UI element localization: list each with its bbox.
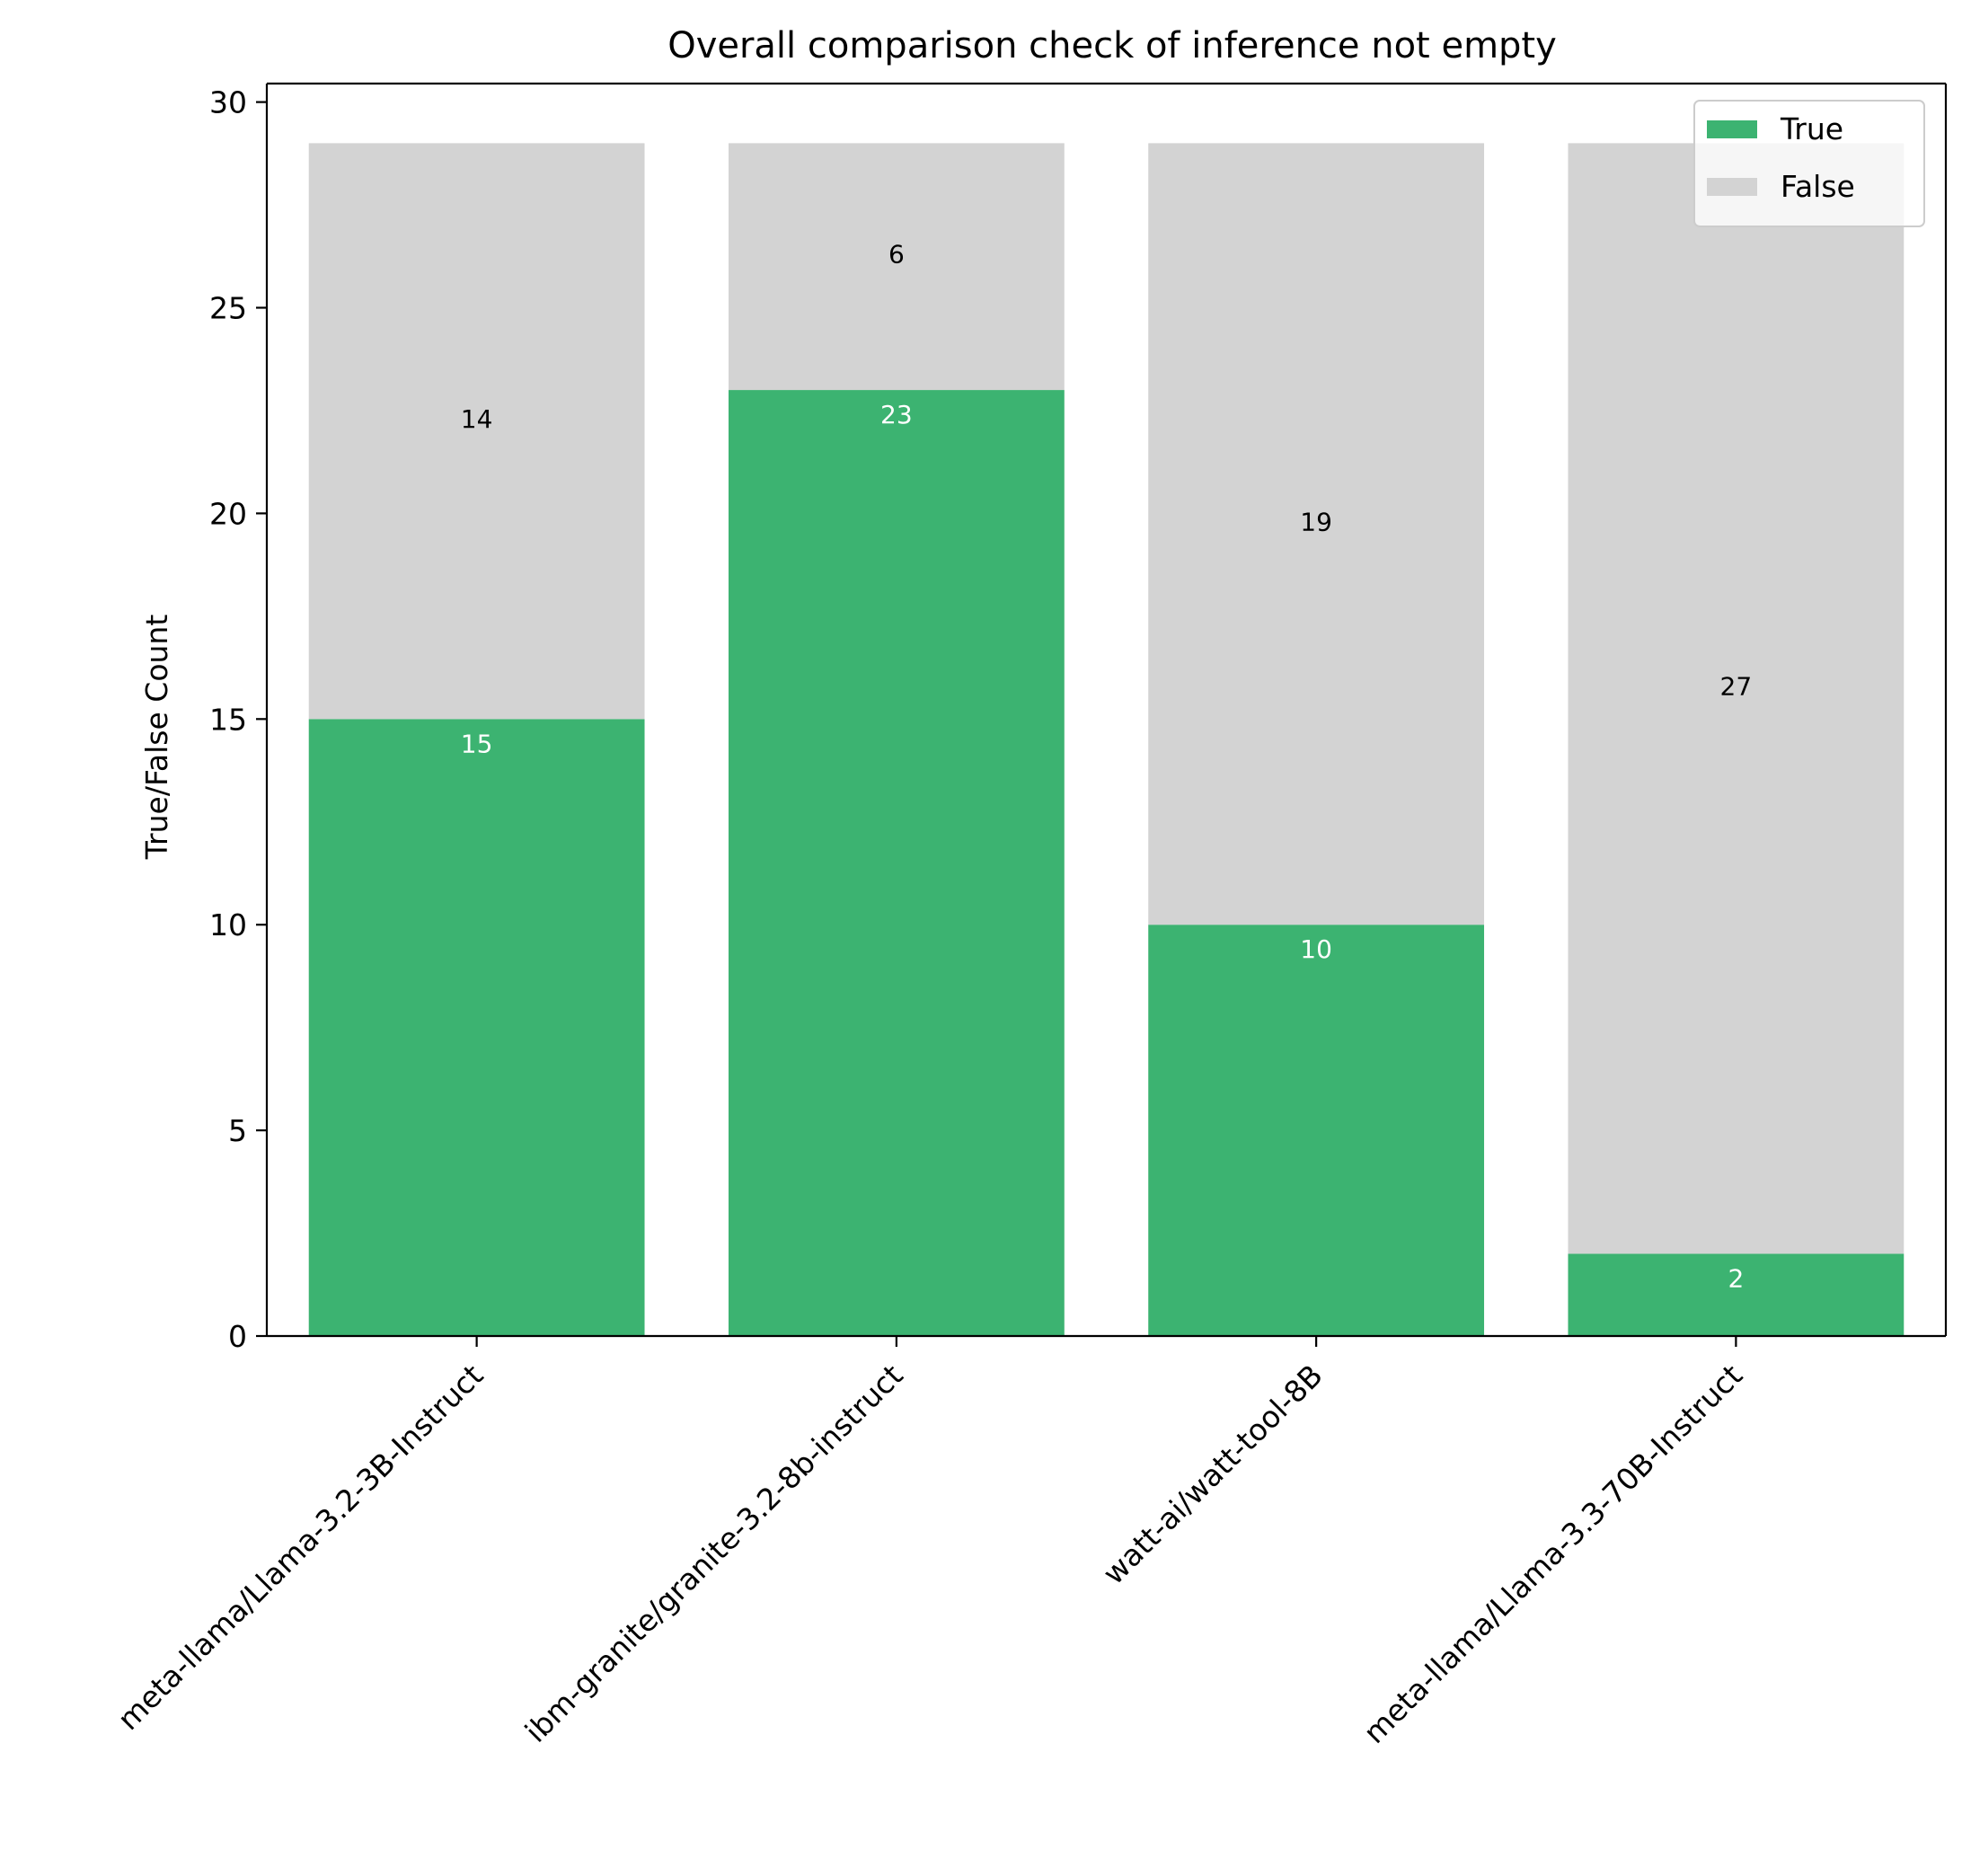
y-axis-label: True/False Count	[139, 615, 174, 861]
bar-false-1	[308, 143, 645, 720]
y-tick-label-0: 0	[228, 1319, 247, 1354]
bar-false-3	[1148, 143, 1485, 925]
data-label-true-4: 2	[1728, 1263, 1744, 1293]
legend-label-true: True	[1780, 111, 1843, 146]
y-tick-label-10: 10	[209, 907, 247, 942]
data-labels-layer: 15 14 23 6 10 19 2 27	[461, 240, 1752, 1294]
bar-true-3	[1148, 925, 1485, 1336]
legend-swatch-true	[1707, 120, 1757, 138]
bar-false-2	[728, 143, 1065, 391]
y-tick-label-30: 30	[209, 85, 247, 120]
y-tick-label-15: 15	[209, 702, 247, 737]
y-tick-label-5: 5	[228, 1113, 247, 1148]
y-tick-label-20: 20	[209, 496, 247, 531]
bar-true-2	[728, 390, 1065, 1336]
chart-title: Overall comparison check of inference no…	[667, 25, 1557, 66]
data-label-true-2: 23	[880, 400, 913, 429]
data-label-false-4: 27	[1720, 671, 1753, 701]
legend: True False	[1693, 100, 1925, 227]
bar-true-4	[1568, 1253, 1905, 1336]
data-label-false-1: 14	[461, 404, 493, 434]
data-label-false-2: 6	[888, 240, 905, 270]
data-label-true-1: 15	[461, 729, 493, 758]
data-label-false-3: 19	[1300, 507, 1332, 536]
y-tick-label-25: 25	[209, 291, 247, 326]
data-label-true-3: 10	[1300, 934, 1332, 964]
legend-label-false: False	[1781, 169, 1855, 204]
bar-false-4	[1568, 143, 1905, 1254]
bar-true-1	[308, 719, 645, 1336]
legend-swatch-false	[1707, 178, 1757, 196]
bars-layer	[308, 143, 1905, 1336]
